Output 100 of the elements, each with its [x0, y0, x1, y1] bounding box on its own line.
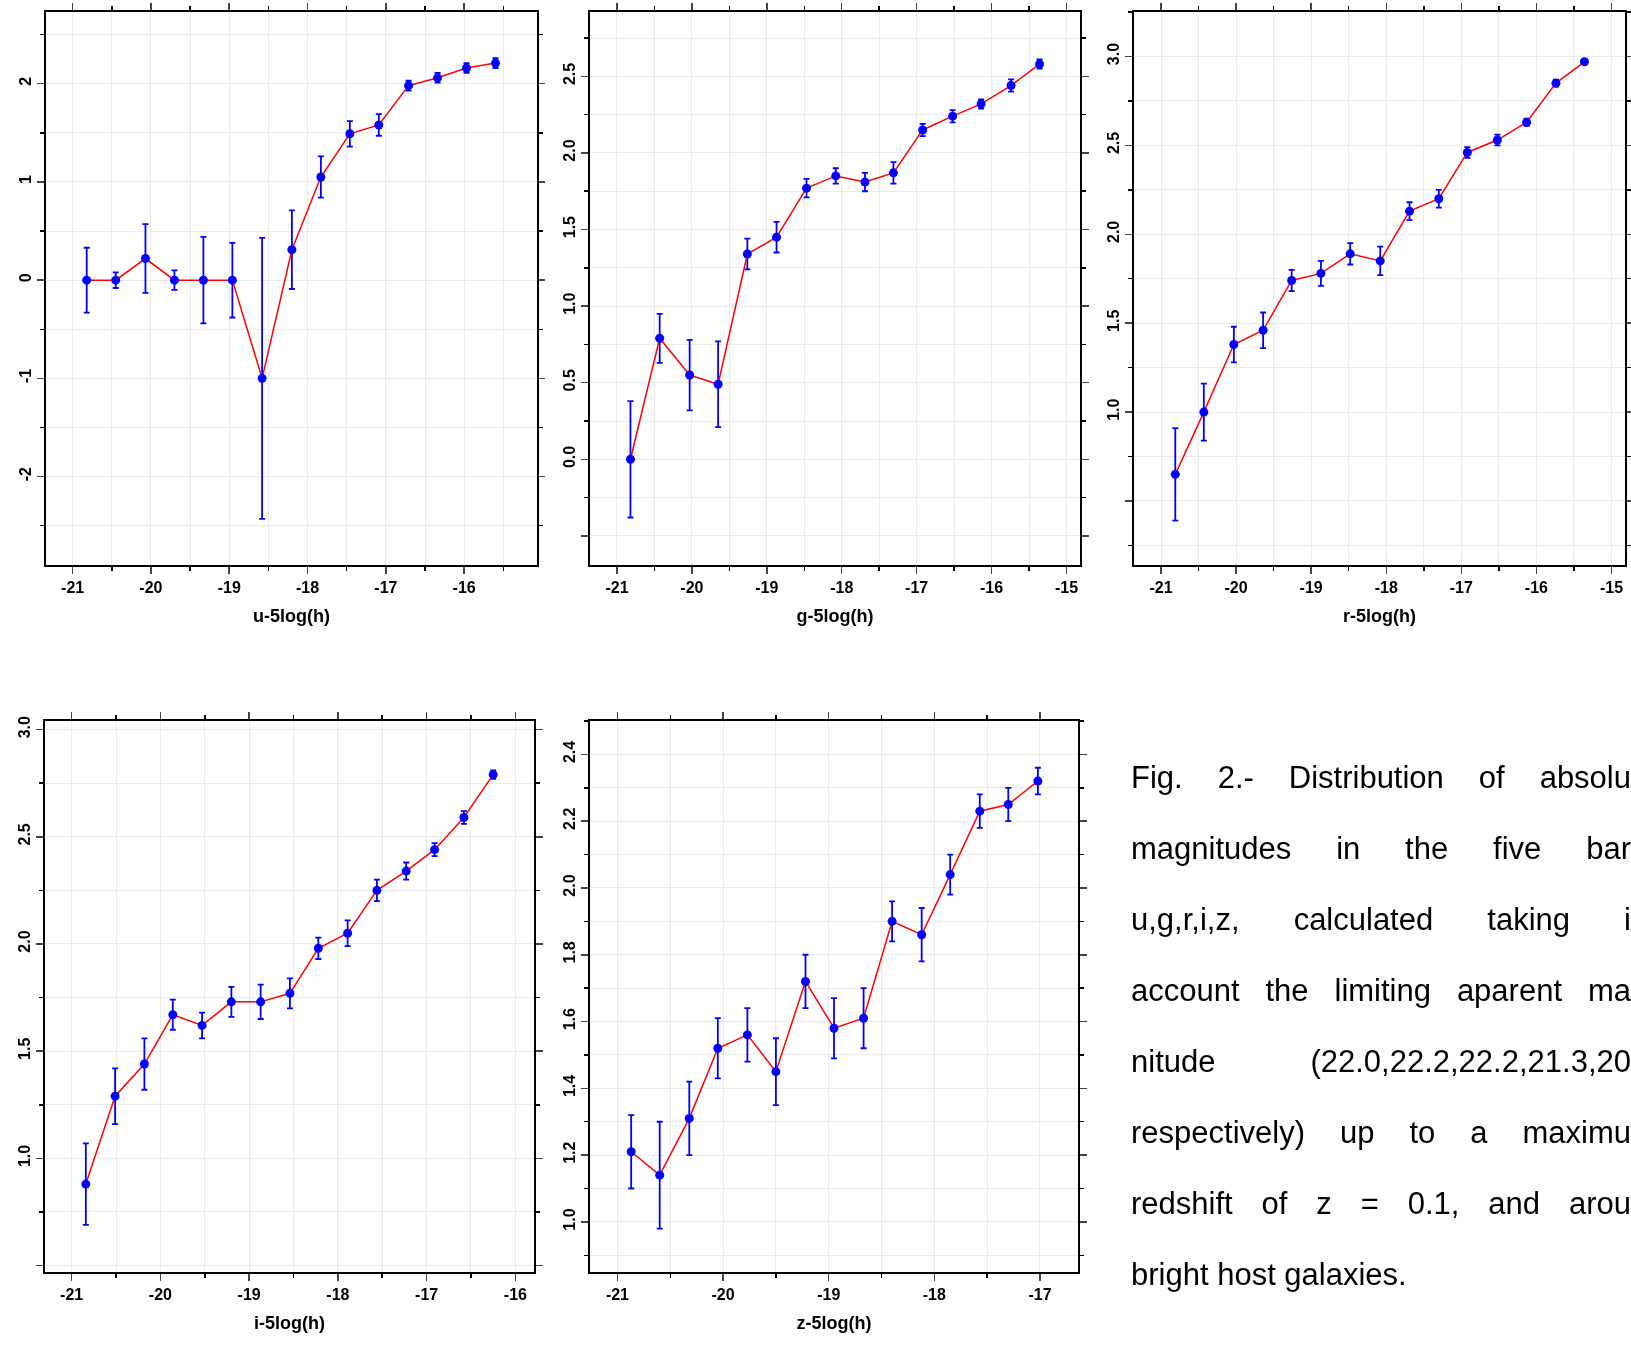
point	[372, 885, 382, 895]
y-tick-label: 1.6	[560, 1007, 578, 1031]
y-tick-label: 1.5	[1104, 309, 1122, 332]
y-tick-label: 2.5	[1104, 131, 1122, 155]
x-tick-label: -18	[830, 579, 854, 597]
text: redshift of z = 0.1, and arou	[1131, 1185, 1631, 1223]
x-tick-label: -16	[503, 1286, 528, 1304]
point	[1229, 340, 1239, 350]
x-axis-title: i-5log(h)	[254, 1312, 325, 1333]
x-tick-label: -18	[295, 579, 320, 597]
text: account the limiting aparent ma	[1131, 972, 1631, 1010]
x-tick-label: -21	[61, 579, 85, 597]
x-tick-label: -16	[1524, 579, 1549, 597]
point	[198, 275, 208, 285]
y-tick-label: 2.5	[15, 823, 33, 846]
text: u,g,r,i,z, calculated taking i	[1131, 901, 1631, 939]
y-tick-label: 2	[16, 76, 34, 86]
text: bright host galaxies.	[1131, 1256, 1408, 1294]
y-tick-label: 1.2	[560, 1141, 578, 1164]
point	[713, 379, 723, 389]
point	[226, 997, 236, 1007]
point	[860, 177, 870, 187]
y-tick-label: 0.0	[560, 445, 578, 469]
point	[1287, 276, 1297, 285]
point	[343, 928, 353, 938]
y-tick-label: 1.5	[560, 215, 578, 239]
y-tick-label: 1.4	[560, 1074, 578, 1098]
x-tick-label: -19	[237, 1286, 261, 1304]
x-tick-label: -21	[605, 579, 629, 597]
x-tick-label: -19	[1299, 579, 1323, 597]
point	[742, 249, 752, 259]
x-tick-label: -16	[452, 579, 476, 597]
point	[1258, 325, 1268, 335]
point	[82, 275, 92, 285]
point	[1199, 407, 1209, 417]
x-tick-label: -19	[817, 1286, 841, 1304]
caption: Fig. 2.- Distribution of absolu	[1131, 759, 1631, 797]
x-tick-label: -18	[326, 1286, 350, 1304]
x-tick-label: -16	[980, 579, 1004, 597]
point	[256, 997, 266, 1007]
point	[285, 988, 295, 998]
x-tick-label: -21	[605, 1286, 630, 1304]
point	[227, 275, 237, 285]
point	[345, 129, 355, 139]
x-tick-label: -20	[1224, 579, 1248, 597]
y-tick-label: 1.0	[560, 292, 578, 315]
x-tick-label: -20	[680, 579, 704, 597]
x-axis-title: z-5log(h)	[796, 1312, 872, 1333]
point	[140, 254, 150, 264]
x-tick-label: -21	[1149, 579, 1173, 597]
y-tick-label: 2.0	[560, 874, 578, 897]
text: magnitudes in the five bar	[1131, 830, 1631, 868]
point	[287, 245, 297, 255]
y-tick-label: 0	[16, 273, 34, 283]
point	[1375, 256, 1385, 266]
point	[975, 806, 985, 816]
y-tick-label: 2.0	[15, 930, 33, 953]
point	[1316, 268, 1326, 278]
point	[655, 1170, 665, 1180]
y-tick-label: 1.0	[1104, 398, 1122, 421]
x-tick-label: -18	[1374, 579, 1398, 597]
point	[1405, 206, 1415, 216]
point	[829, 1023, 839, 1033]
x-tick-label: -20	[711, 1286, 735, 1304]
x-tick-label: -17	[1449, 579, 1473, 597]
y-tick-label: 1.5	[15, 1037, 33, 1060]
y-tick-label: 2.0	[560, 139, 578, 162]
point	[802, 183, 812, 193]
point	[887, 916, 897, 926]
point	[111, 275, 121, 285]
point	[684, 1113, 694, 1123]
y-tick-label: 2.4	[560, 740, 578, 764]
point	[685, 370, 695, 380]
point	[197, 1020, 207, 1030]
point	[316, 172, 326, 182]
x-tick-label: -20	[139, 579, 163, 597]
point	[81, 1179, 91, 1189]
x-tick-label: -17	[374, 579, 398, 597]
x-tick-label: -19	[755, 579, 779, 597]
point	[1345, 249, 1355, 259]
point	[169, 275, 179, 285]
point	[772, 232, 782, 242]
y-tick-label: 1	[16, 174, 34, 184]
x-axis-title: r-5log(h)	[1343, 605, 1416, 626]
point	[831, 171, 841, 181]
point	[1434, 194, 1444, 204]
y-tick-label: -1	[16, 368, 34, 384]
point	[771, 1067, 781, 1077]
y-tick-label: -2	[16, 466, 34, 482]
point	[1033, 776, 1043, 786]
point	[625, 454, 635, 464]
y-tick-label: 3.0	[15, 715, 33, 739]
point	[168, 1010, 178, 1020]
x-axis-title: g-5log(h)	[796, 605, 874, 626]
point	[374, 120, 384, 130]
text: nitude (22.0,22.2,22.2,21.3,20	[1131, 1043, 1631, 1081]
point	[626, 1147, 636, 1157]
x-tick-label: -17	[1028, 1286, 1052, 1304]
point	[742, 1030, 752, 1040]
point	[859, 1013, 869, 1023]
